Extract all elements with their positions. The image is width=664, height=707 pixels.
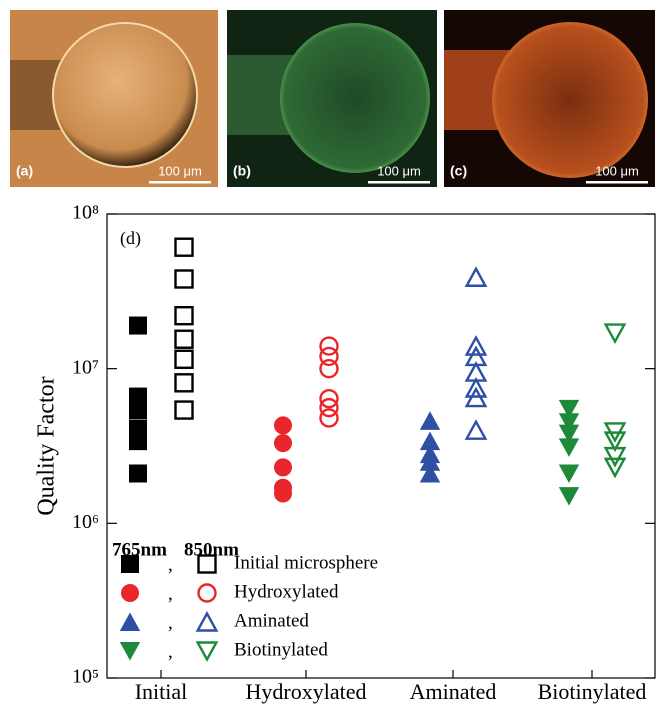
chart: 10⁵ 10⁶ 10⁷ 10⁸ Initial Hydroxylated Aminated B… — [72, 202, 655, 704]
legend-separator: , — [168, 554, 173, 575]
point — [130, 402, 147, 419]
micrograph-c — [444, 10, 655, 187]
x-tick-label: Hydroxylated — [246, 679, 367, 704]
y-axis-label: Quality Factor — [34, 376, 60, 515]
legend-marker — [198, 643, 217, 660]
micrograph-b — [227, 10, 437, 187]
panel-label: (c) — [450, 163, 467, 179]
figure: (a) 100 μm (b) 100 μm (c) 100 μm (d) Quality … — [0, 0, 664, 707]
point — [275, 485, 292, 502]
point — [275, 459, 292, 476]
legend-marker — [121, 643, 140, 660]
x-tick-label: Initial — [135, 679, 188, 704]
point — [275, 417, 292, 434]
legend-marker — [199, 585, 216, 602]
panel-label: (b) — [233, 163, 251, 179]
legend-header: 850nm — [184, 539, 239, 560]
point — [467, 269, 486, 286]
scale-bar — [149, 181, 211, 184]
point — [130, 465, 147, 482]
point — [560, 488, 579, 505]
point — [176, 270, 193, 287]
legend-marker — [122, 556, 139, 573]
point — [176, 402, 193, 419]
legend-marker — [122, 585, 139, 602]
point — [421, 412, 440, 429]
point — [130, 317, 147, 334]
legend-label: Biotinylated — [234, 639, 328, 660]
micrograph-a — [10, 10, 218, 187]
point — [321, 409, 338, 426]
legend-label: Initial microsphere — [234, 552, 378, 573]
y-tick-label: 10⁵ — [72, 666, 99, 688]
scale-bar — [586, 181, 648, 184]
scale-bar-label: 100 μm — [158, 163, 202, 178]
point — [176, 331, 193, 348]
point — [560, 439, 579, 456]
y-tick-label: 10⁶ — [72, 511, 99, 533]
legend-header: 765nm — [112, 539, 167, 560]
legend-separator: , — [168, 583, 173, 604]
point — [130, 433, 147, 450]
point — [606, 325, 625, 342]
panel-label: (d) — [120, 228, 141, 249]
point — [176, 307, 193, 324]
point — [176, 374, 193, 391]
point — [176, 239, 193, 256]
point — [176, 351, 193, 368]
x-tick-label: Aminated — [410, 679, 497, 704]
scale-bar-label: 100 μm — [377, 163, 421, 178]
legend-label: Hydroxylated — [234, 581, 339, 602]
x-tick-label: Biotinylated — [538, 679, 647, 704]
point — [467, 422, 486, 439]
legend-label: Aminated — [234, 610, 309, 631]
point — [321, 360, 338, 377]
point — [560, 465, 579, 482]
panel-label: (a) — [16, 163, 33, 179]
legend-separator: , — [168, 641, 173, 662]
scale-bar — [368, 181, 430, 184]
scale-bar-label: 100 μm — [595, 163, 639, 178]
y-tick-label: 10⁷ — [72, 356, 99, 378]
point — [275, 435, 292, 452]
legend-separator: , — [168, 612, 173, 633]
legend-marker — [198, 614, 217, 631]
legend-marker — [121, 614, 140, 631]
y-tick-label: 10⁸ — [72, 202, 99, 224]
